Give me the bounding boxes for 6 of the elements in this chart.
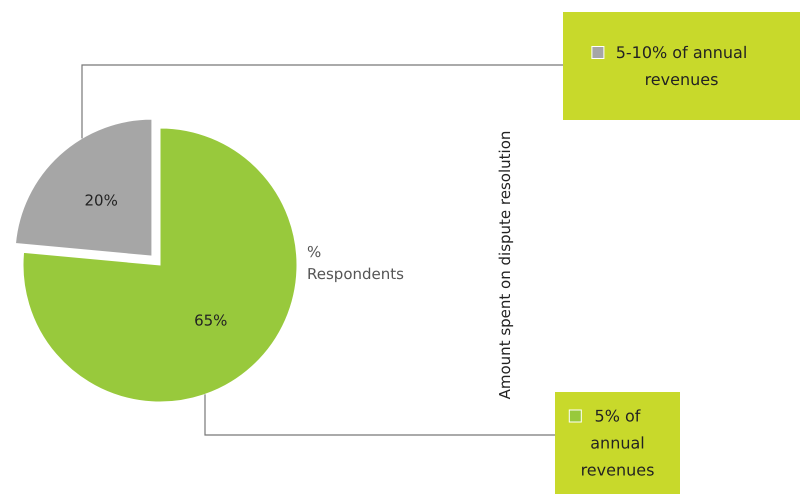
data-label: 20%: [84, 191, 118, 210]
text: % Respondents: [307, 243, 404, 283]
legend-label: 5% of annual revenues: [580, 406, 654, 480]
legend-label: 5-10% of annual revenues: [616, 43, 748, 89]
text: Amount spent on dispute resolution: [496, 130, 514, 400]
data-label: 65%: [194, 312, 228, 330]
